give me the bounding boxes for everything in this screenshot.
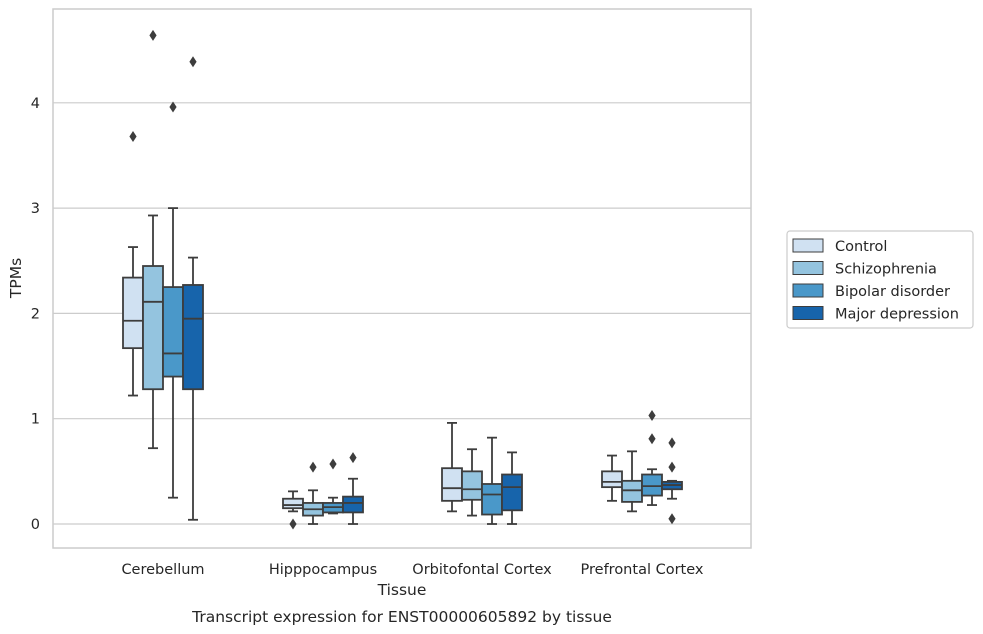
outlier-point: [149, 29, 157, 41]
legend-label: Bipolar disorder: [835, 284, 950, 300]
boxplot-schizophrenia: [461, 448, 483, 517]
legend-swatch: [792, 238, 824, 253]
boxplot-control: [601, 454, 623, 502]
legend-label: Control: [835, 239, 887, 255]
box-iqr: [501, 473, 523, 512]
boxplot-major-depression: [501, 451, 523, 525]
box-iqr: [122, 276, 144, 350]
boxplot-major-depression: [661, 437, 683, 525]
legend: Control Schizophrenia Bipolar disorder Majo…: [786, 230, 974, 329]
boxplot-bipolar-disorder: [322, 458, 344, 515]
boxplot-bipolar-disorder: [162, 101, 184, 499]
y-axis-title: TPMs: [7, 258, 25, 299]
y-tick-label: 0: [31, 517, 40, 533]
outlier-point: [169, 101, 177, 113]
outlier-point: [309, 461, 317, 473]
outlier-point: [329, 458, 337, 470]
outlier-point: [349, 452, 357, 464]
plot-area: 0 1 2 3 4 Cerebellum Hipppocampus Orbitofontal …: [31, 8, 752, 578]
y-tick-label: 1: [31, 412, 40, 428]
outlier-point: [668, 513, 676, 525]
box-iqr: [282, 497, 304, 510]
legend-label: Schizophrenia: [835, 262, 937, 278]
boxplot-major-depression: [182, 56, 204, 521]
boxplot-schizophrenia: [621, 450, 643, 513]
outlier-point: [648, 433, 656, 445]
outlier-point: [648, 410, 656, 422]
legend-swatch: [792, 306, 824, 320]
plot-frame: [52, 8, 752, 549]
outlier-point: [668, 437, 676, 449]
outlier-point: [189, 56, 197, 68]
y-tick-label: 3: [31, 201, 40, 217]
x-tick-label: Cerebellum: [121, 562, 204, 578]
x-tick-label: Hipppocampus: [269, 562, 377, 578]
box-iqr: [601, 470, 623, 489]
boxplot-control: [441, 422, 463, 513]
box-iqr: [481, 483, 503, 516]
box-iqr: [461, 470, 483, 501]
box-iqr: [621, 479, 643, 503]
boxplot-bipolar-disorder: [641, 410, 663, 506]
chart-caption: Transcript expression for ENST0000060589…: [191, 608, 612, 626]
outlier-point: [289, 518, 297, 530]
box-iqr: [641, 473, 663, 497]
x-tick-label: Prefrontal Cortex: [581, 562, 704, 578]
outlier-point: [129, 130, 137, 142]
legend-label: Major depression: [835, 307, 959, 323]
boxplot-schizophrenia: [302, 461, 324, 525]
legend-frame: [786, 230, 974, 329]
box-iqr: [342, 495, 364, 514]
box-iqr: [142, 265, 164, 391]
box-iqr: [162, 286, 184, 378]
legend-swatch: [792, 283, 824, 298]
x-tick-label: Orbitofontal Cortex: [412, 562, 552, 578]
boxplot-bipolar-disorder: [481, 436, 503, 525]
y-tick-label: 2: [31, 306, 40, 322]
y-tick-label: 4: [31, 96, 40, 112]
boxplot-control: [122, 130, 144, 397]
outlier-point: [668, 461, 676, 473]
x-axis-title: Tissue: [377, 581, 427, 599]
legend-swatch: [792, 261, 824, 275]
box-iqr: [441, 467, 463, 502]
box-iqr: [182, 284, 204, 391]
boxplot-schizophrenia: [142, 29, 164, 450]
boxplot-major-depression: [342, 452, 364, 525]
